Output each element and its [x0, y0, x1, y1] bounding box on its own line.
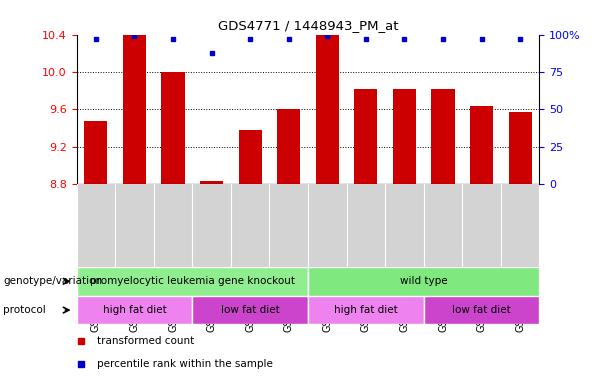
Bar [77, 296, 192, 324]
Bar [316, 31, 339, 184]
Bar [393, 89, 416, 184]
Text: promyelocytic leukemia gene knockout: promyelocytic leukemia gene knockout [90, 276, 295, 286]
Bar [308, 267, 539, 296]
Title: GDS4771 / 1448943_PM_at: GDS4771 / 1448943_PM_at [218, 19, 398, 32]
Text: genotype/variation: genotype/variation [3, 276, 102, 286]
Bar [161, 72, 185, 184]
Text: protocol: protocol [3, 305, 46, 315]
Bar [432, 89, 455, 184]
Bar [277, 109, 300, 184]
Text: high fat diet: high fat diet [102, 305, 166, 315]
Text: high fat diet: high fat diet [334, 305, 398, 315]
Bar [509, 112, 531, 184]
Bar [123, 33, 146, 184]
Bar [424, 296, 539, 324]
Bar [85, 121, 107, 184]
Bar [77, 267, 308, 296]
Text: wild type: wild type [400, 276, 447, 286]
Bar [470, 106, 493, 184]
Bar [308, 296, 424, 324]
Bar [192, 296, 308, 324]
Text: percentile rank within the sample: percentile rank within the sample [97, 359, 273, 369]
Bar [200, 180, 223, 184]
Text: low fat diet: low fat diet [221, 305, 280, 315]
Text: low fat diet: low fat diet [452, 305, 511, 315]
Text: transformed count: transformed count [97, 336, 195, 346]
Bar [238, 130, 262, 184]
Bar [354, 89, 378, 184]
